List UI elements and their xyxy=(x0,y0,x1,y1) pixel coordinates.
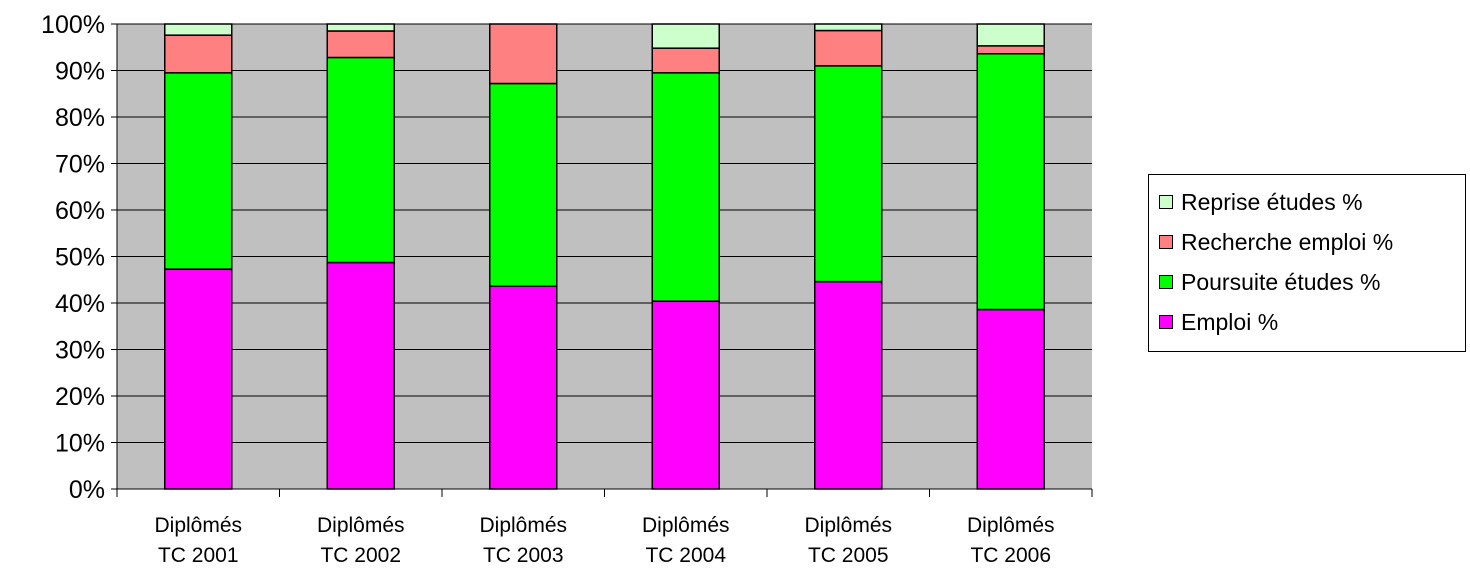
bar-segment xyxy=(164,23,233,36)
x-tick-label: Diplômés xyxy=(804,514,892,537)
y-tick-label: 30% xyxy=(55,337,105,365)
y-tick-label: 60% xyxy=(55,197,105,225)
y-tick-label: 90% xyxy=(55,58,105,86)
bar-segment xyxy=(814,65,883,283)
bar-segment xyxy=(326,30,395,59)
bar-segment xyxy=(814,29,883,67)
legend: Reprise études % Recherche emploi % Pour… xyxy=(1148,174,1466,352)
legend-label-recherche: Recherche emploi % xyxy=(1181,228,1394,255)
bar-segment xyxy=(976,23,1045,47)
bar-segment xyxy=(164,268,233,490)
legend-item-poursuite: Poursuite études % xyxy=(1159,267,1380,297)
x-tick-label: Diplômés xyxy=(967,514,1055,537)
y-tick-label: 70% xyxy=(55,151,105,179)
bar-segment xyxy=(326,261,395,490)
legend-label-poursuite: Poursuite études % xyxy=(1181,268,1381,295)
bar-segment xyxy=(814,280,883,490)
x-tick-label: TC 2004 xyxy=(645,544,726,567)
bar-segment xyxy=(489,82,558,288)
y-tick-label: 80% xyxy=(55,104,105,132)
legend-label-reprise: Reprise études % xyxy=(1181,188,1363,215)
legend-item-reprise: Reprise études % xyxy=(1159,187,1363,217)
legend-swatch-recherche xyxy=(1159,235,1173,249)
x-tick-label: Diplômés xyxy=(479,514,567,537)
y-tick-label: 40% xyxy=(55,290,105,318)
y-tick-label: 50% xyxy=(55,244,105,272)
legend-swatch-reprise xyxy=(1159,195,1173,209)
legend-swatch-emploi xyxy=(1159,315,1173,329)
y-tick-label: 10% xyxy=(55,430,105,458)
y-tick-label: 100% xyxy=(41,11,105,39)
bar-segment xyxy=(164,72,233,270)
x-tick-label: TC 2001 xyxy=(158,544,239,567)
x-tick-label: TC 2005 xyxy=(808,544,889,567)
x-tick-label: Diplômés xyxy=(642,514,730,537)
bar-segment xyxy=(651,72,720,302)
bar-segment xyxy=(651,300,720,490)
x-tick-label: Diplômés xyxy=(317,514,405,537)
bar-segment xyxy=(976,308,1045,490)
bar-segment xyxy=(976,53,1045,311)
bar-segment xyxy=(326,56,395,264)
bar-segment xyxy=(651,47,720,74)
legend-item-emploi: Emploi % xyxy=(1159,307,1278,337)
bar-segment xyxy=(976,45,1045,55)
bar-segment xyxy=(326,23,395,32)
x-tick-label: Diplômés xyxy=(154,514,242,537)
bar-segment xyxy=(651,23,720,49)
y-tick-label: 20% xyxy=(55,383,105,411)
bar-segment xyxy=(164,34,233,74)
legend-item-recherche: Recherche emploi % xyxy=(1159,227,1393,257)
legend-swatch-poursuite xyxy=(1159,275,1173,289)
x-tick-label: TC 2006 xyxy=(970,544,1051,567)
y-tick-label: 0% xyxy=(69,476,105,504)
bar-segment xyxy=(489,285,558,490)
bar-segment xyxy=(489,23,558,85)
x-tick-label: TC 2003 xyxy=(483,544,564,567)
bar-segment xyxy=(814,23,883,32)
legend-label-emploi: Emploi % xyxy=(1181,308,1279,335)
x-tick-label: TC 2002 xyxy=(320,544,401,567)
